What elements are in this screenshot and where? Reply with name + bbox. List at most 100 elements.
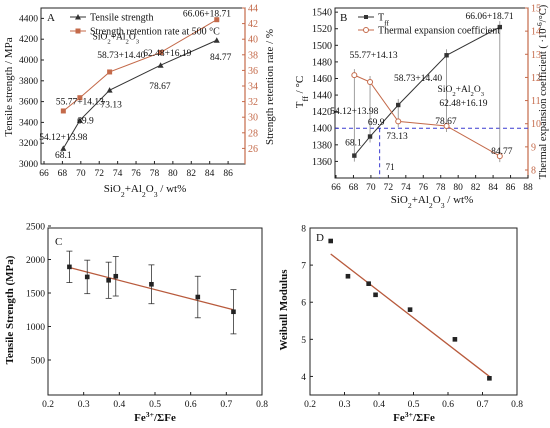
x-tick-label: 82 <box>187 169 197 179</box>
tff-point <box>396 102 401 108</box>
x-tick-label: 0.5 <box>408 400 420 410</box>
y-tick-label: 5 <box>301 336 306 346</box>
data-point <box>149 281 154 287</box>
legend-marker-retention <box>75 28 81 34</box>
panel-b-chart: 66 68 70 72 74 76 78 80 82 84 86 88 1360 1380 1400 1420… <box>294 4 549 210</box>
legend-marker-tff <box>364 15 368 19</box>
data-annotation: 66.06+18.71 <box>183 9 231 19</box>
legend-marker-expansion <box>363 27 369 33</box>
data-annotation: 55.77+14.13 <box>56 98 104 108</box>
panel-label: B <box>340 12 347 24</box>
x-tick-label: 66 <box>39 169 49 179</box>
data-annotation: 54.12+13.98 <box>330 107 378 117</box>
x-axis-label: SiO2+Al2O3 / wt% <box>391 194 474 210</box>
panel-a-chart: 66 68 70 72 74 76 78 80 82 84 86 3000 3200 3400 3600 38… <box>3 4 276 199</box>
x-tick-label: 68 <box>349 183 359 193</box>
data-annotation: 69.9 <box>368 118 385 128</box>
tensile-point <box>157 62 164 68</box>
tff-point <box>497 24 503 30</box>
x-tick-label: 76 <box>419 183 429 193</box>
y-tick-label: 1460 <box>312 74 332 85</box>
data-annotation: 84.77 <box>210 53 232 63</box>
y2-tick-label: 38 <box>248 50 258 61</box>
x-tick-label: 0.8 <box>511 400 523 410</box>
reference-label: 71 <box>386 162 395 172</box>
x-tick-label: 0.4 <box>113 400 125 410</box>
y2-tick-label: 34 <box>248 82 258 93</box>
y-tick-label: 1400 <box>312 124 332 135</box>
legend-label-tensile: Tensile strength <box>90 13 153 24</box>
y-axis-label: Weibull Modulus <box>278 269 290 351</box>
tff-point <box>444 53 449 58</box>
panel-c-chart: 0.2 0.3 0.4 0.5 0.6 0.7 0.8 500 1000 1500 2000 2500… <box>4 223 268 425</box>
data-point <box>231 309 236 315</box>
x-tick-label: 0.2 <box>42 400 54 410</box>
data-annotation: SiO2+Al2O3 <box>93 33 140 46</box>
panel-label: D <box>316 232 324 244</box>
y-tick-label: 1540 <box>312 8 332 19</box>
data-annotation: 55.77+14.13 <box>349 51 397 61</box>
data-annotation: 62.48+16.19 <box>439 99 487 109</box>
data-point <box>452 337 458 342</box>
tensile-point <box>106 87 113 93</box>
data-point <box>373 292 378 298</box>
legend-label-retention: Strength retention rate at 500 °C <box>90 27 220 38</box>
y-tick-label: 4400 <box>19 14 38 24</box>
x-tick-label: 86 <box>506 183 516 193</box>
y-tick-label: 1000 <box>26 323 45 333</box>
x-tick-label: 70 <box>366 183 376 193</box>
x-tick-label: 80 <box>168 169 178 179</box>
retention-point <box>214 17 220 23</box>
y2-tick-label: 28 <box>248 128 258 139</box>
data-annotation: 68.1 <box>55 151 72 161</box>
x-axis-label: Fe3+/ΣFe <box>134 410 176 425</box>
y2-tick-label: 40 <box>248 35 258 46</box>
x-tick-label: 70 <box>76 169 86 179</box>
x-tick-label: 84 <box>488 183 498 193</box>
y2-axis-label: Strength retention rate / % <box>264 29 276 145</box>
retention-point <box>158 49 164 55</box>
data-point <box>366 281 371 286</box>
data-point <box>345 273 351 279</box>
y-tick-label: 1360 <box>312 157 332 168</box>
panel-label: A <box>47 12 55 24</box>
y2-tick-label: 42 <box>248 19 258 30</box>
y-tick-label: 6 <box>301 299 306 309</box>
expansion-point <box>367 79 374 86</box>
tff-point <box>367 134 373 139</box>
data-point <box>487 376 492 381</box>
data-annotation: 66.06+18.71 <box>466 12 514 22</box>
tensile-point <box>60 145 67 151</box>
retention-point <box>60 108 66 114</box>
data-annotation: 84.77 <box>491 147 513 157</box>
x-tick-label: 0.7 <box>477 400 489 410</box>
y-tick-label: 500 <box>31 357 46 367</box>
y-tick-label: 2000 <box>26 256 45 266</box>
data-point <box>195 294 201 300</box>
data-annotation: 73.13 <box>386 132 408 142</box>
x-tick-label: 0.4 <box>373 400 385 410</box>
data-point <box>407 307 413 312</box>
y2-tick-label: 36 <box>248 66 258 77</box>
data-annotation: 78.67 <box>149 82 171 92</box>
y-tick-label: 1380 <box>312 140 332 151</box>
x-tick-label: 72 <box>94 169 104 179</box>
y2-tick-label: 9 <box>531 142 536 153</box>
y-tick-label: 1440 <box>312 91 332 102</box>
x-tick-label: 0.6 <box>185 400 197 410</box>
y2-tick-label: 8 <box>531 166 536 177</box>
data-point <box>328 238 333 244</box>
y-tick-label: 3800 <box>19 77 38 87</box>
tensile-point <box>213 37 220 43</box>
y2-tick-label: 26 <box>248 144 258 155</box>
y-tick-label: 1500 <box>26 290 45 300</box>
x-tick-label: 0.3 <box>339 400 351 410</box>
expansion-point <box>443 123 450 130</box>
y2-tick-label: 30 <box>248 113 258 124</box>
tensile-point <box>76 117 83 123</box>
x-tick-label: 88 <box>523 183 533 193</box>
legend-label-tff: Tff <box>378 13 389 28</box>
x-tick-label: 66 <box>331 183 341 193</box>
x-axis-label: SiO2+Al2O3 / wt% <box>104 183 187 199</box>
data-point <box>106 277 111 283</box>
